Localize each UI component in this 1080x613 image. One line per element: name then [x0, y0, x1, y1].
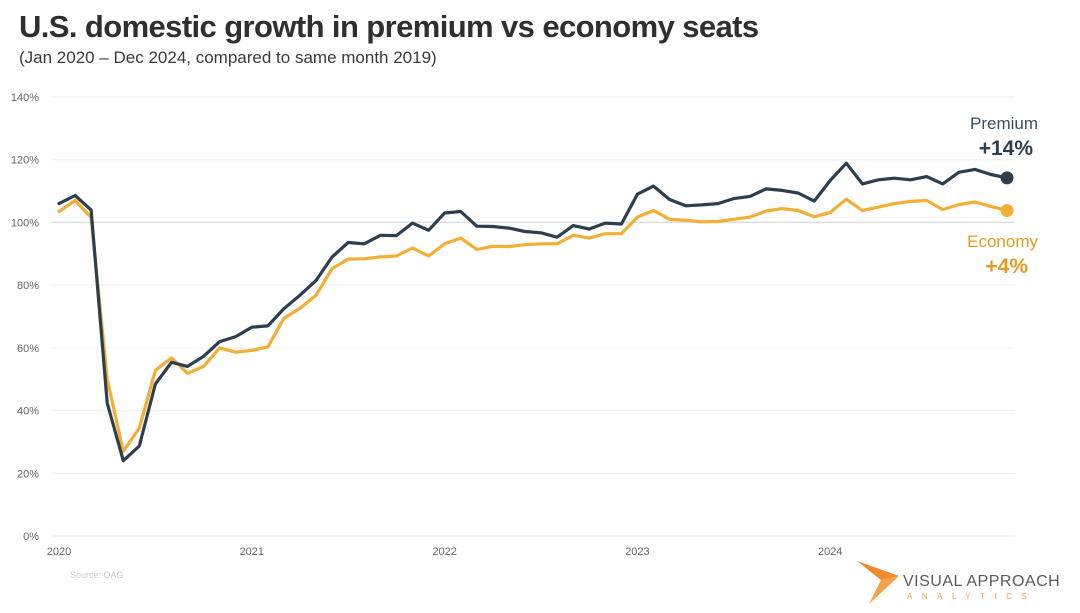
series-line-premium: [57, 161, 1009, 463]
y-axis-ticks: 0% 20% 40% 60% 80% 100% 120% 140%: [11, 92, 39, 543]
x-tick-label: 2023: [625, 546, 649, 558]
y-tick-label: 40%: [17, 406, 39, 418]
series-labels: Premium +14% Economy +4%: [967, 114, 1038, 278]
end-point-premium: [1000, 171, 1014, 185]
y-tick-label: 60%: [17, 343, 39, 355]
end-point-economy: [1000, 204, 1014, 218]
y-tick-label: 0%: [23, 531, 39, 543]
y-tick-label: 20%: [17, 468, 39, 480]
y-tick-label: 100%: [11, 217, 39, 229]
logo-arrow-icon: [857, 561, 899, 604]
x-axis-ticks: 2020 2021 2022 2023 2024: [47, 546, 843, 558]
brand-logo: VISUAL APPROACH ANALYTICS: [855, 558, 1065, 608]
chart-title: U.S. domestic growth in premium vs econo…: [19, 9, 759, 44]
y-tick-label: 140%: [11, 92, 39, 104]
logo-text: VISUAL APPROACH: [903, 573, 1061, 590]
series-lines: [57, 161, 1014, 463]
series-line-economy: [57, 197, 1009, 453]
logo-subtext: ANALYTICS: [907, 592, 1037, 601]
y-tick-label: 120%: [11, 155, 39, 167]
x-tick-label: 2022: [432, 546, 456, 558]
gridlines: [52, 96, 1015, 537]
source-note: Source: OAG: [70, 570, 124, 580]
economy-change-label: +4%: [985, 255, 1028, 278]
chart-subtitle: (Jan 2020 – Dec 2024, compared to same m…: [19, 48, 437, 67]
x-tick-label: 2021: [240, 546, 264, 558]
premium-change-label: +14%: [979, 137, 1034, 160]
x-tick-label: 2024: [818, 546, 842, 558]
premium-label: Premium: [970, 114, 1038, 133]
x-tick-label: 2020: [47, 546, 71, 558]
y-tick-label: 80%: [17, 280, 39, 292]
economy-label: Economy: [967, 232, 1038, 251]
